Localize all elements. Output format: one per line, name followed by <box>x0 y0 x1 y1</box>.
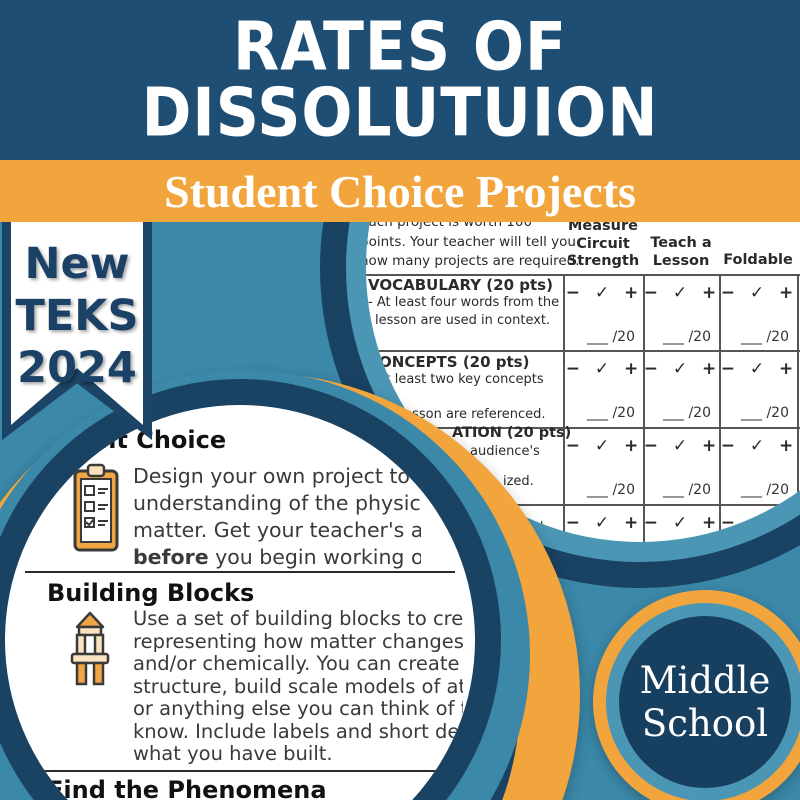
score-marks: − ✓ + <box>720 436 796 456</box>
rubric-score-cell: − ✓ + ___ /20 <box>719 350 797 426</box>
building-blocks-icon <box>70 611 110 686</box>
rubric-score-cell: − ✓ + ___ /20 <box>563 274 643 350</box>
subtitle-banner: Student Choice Projects <box>0 160 800 222</box>
rubric-grid-hline <box>366 350 800 352</box>
rubric-intro-line: how many projects are required. <box>366 253 580 269</box>
score-blank: ___ /20 <box>741 482 789 498</box>
worksheet-divider <box>25 571 455 573</box>
score-blank: ___ /20 <box>587 405 635 421</box>
rubric-score-cell: − ✓ + ___ /20 <box>719 427 797 503</box>
score-blank: ___ /20 <box>663 329 711 345</box>
score-blank: ___ /20 <box>587 329 635 345</box>
building-blocks-paragraph: Use a set of building blocks to create r… <box>133 608 463 765</box>
rubric-grid-hline <box>366 274 800 276</box>
student-choice-paragraph: Design your own project to understanding… <box>133 464 421 569</box>
score-marks: − ✓ + <box>720 359 796 379</box>
worksheet-divider <box>25 770 455 772</box>
ribbon-text-new: New <box>24 239 130 289</box>
score-marks: − ✓ + <box>643 283 719 303</box>
score-blank: ___ /20 <box>587 482 635 498</box>
clipboard-checklist-icon <box>73 463 119 552</box>
rubric-grid-vline <box>643 274 645 542</box>
rubric-intro-line: points. Your teacher will tell you <box>366 233 576 250</box>
score-blank: ___ /20 <box>741 329 789 345</box>
rubric-score-cell: − ✓ + ___ /20 <box>563 350 643 426</box>
score-blank: ___ /20 <box>663 405 711 421</box>
title-line-2: DISSOLUTUION <box>141 73 659 153</box>
title-line-1: RATES OF <box>233 7 567 87</box>
worksheet-heading-building-blocks: Building Blocks <box>47 579 255 607</box>
worksheet-heading-find-the-phenomena: Find the Phenomena <box>47 776 327 800</box>
worksheet-preview: Student Choice Design your own project t… <box>5 405 475 800</box>
subtitle-text: Student Choice Projects <box>164 165 636 217</box>
score-marks: − ✓ + <box>643 359 719 379</box>
score-marks: − ✓ + <box>565 436 641 456</box>
score-marks: − ✓ + <box>565 513 641 533</box>
rubric-score-cell: − ✓ + ___ /20 <box>643 350 719 426</box>
score-marks: − ✓ + <box>643 436 719 456</box>
rubric-grid-vline <box>719 274 721 542</box>
rubric-grid-vline <box>563 274 565 542</box>
new-teks-ribbon: New TEKS 2024 <box>2 222 152 440</box>
rubric-row-vocabulary: VOCABULARY (20 pts) - At least four word… <box>368 276 560 328</box>
rubric-score-cell: − ✓ + ___ /20 <box>719 274 797 350</box>
score-marks: − ✓ + <box>565 283 641 303</box>
score-marks: − ✓ + <box>565 359 641 379</box>
rubric-grid-vline <box>797 274 799 542</box>
worksheet-heading-student-choice: Student Choice <box>20 426 227 454</box>
ribbon-text-teks: TEKS <box>15 291 139 341</box>
title-banner: RATES OF DISSOLUTUION <box>0 0 800 160</box>
rubric-score-cell: − ✓ + ___ /20 <box>643 427 719 503</box>
rubric-score-cell: − ✓ + ___ /20 <box>643 274 719 350</box>
score-marks: − ✓ + <box>643 513 719 533</box>
score-marks: − ✓ + <box>720 513 796 533</box>
score-blank: ___ /20 <box>741 405 789 421</box>
rubric-row-presentation-title-fragment: ATION (20 pts) <box>452 425 572 441</box>
rubric-row-presentation-desc-fragment: ized. <box>503 474 534 489</box>
middle-school-badge: Middle School <box>619 616 791 788</box>
rubric-score-cell: − ✓ + <box>563 504 643 542</box>
rubric-score-cell: − ✓ + <box>643 504 719 542</box>
ribbon-text-2024: 2024 <box>17 343 137 393</box>
score-blank: ___ /20 <box>663 482 711 498</box>
rubric-column-header-foldable: Foldable <box>723 252 793 268</box>
rubric-score-cell: − ✓ + <box>719 504 797 542</box>
rubric-column-header-teach-a-lesson: Teach a Lesson <box>650 235 712 269</box>
badge-text-middle: Middle <box>639 659 771 702</box>
rubric-column-header-measure-circuit-strength: Measure Circuit Strength <box>566 218 640 269</box>
rubric-grid-hline <box>366 427 800 429</box>
badge-text-school: School <box>641 702 769 745</box>
score-marks: − ✓ + <box>720 283 796 303</box>
rubric-row-presentation-desc-fragment: audience's <box>470 444 540 459</box>
rubric-grid-hline <box>366 504 800 506</box>
rubric-score-cell: − ✓ + ___ /20 <box>563 427 643 503</box>
